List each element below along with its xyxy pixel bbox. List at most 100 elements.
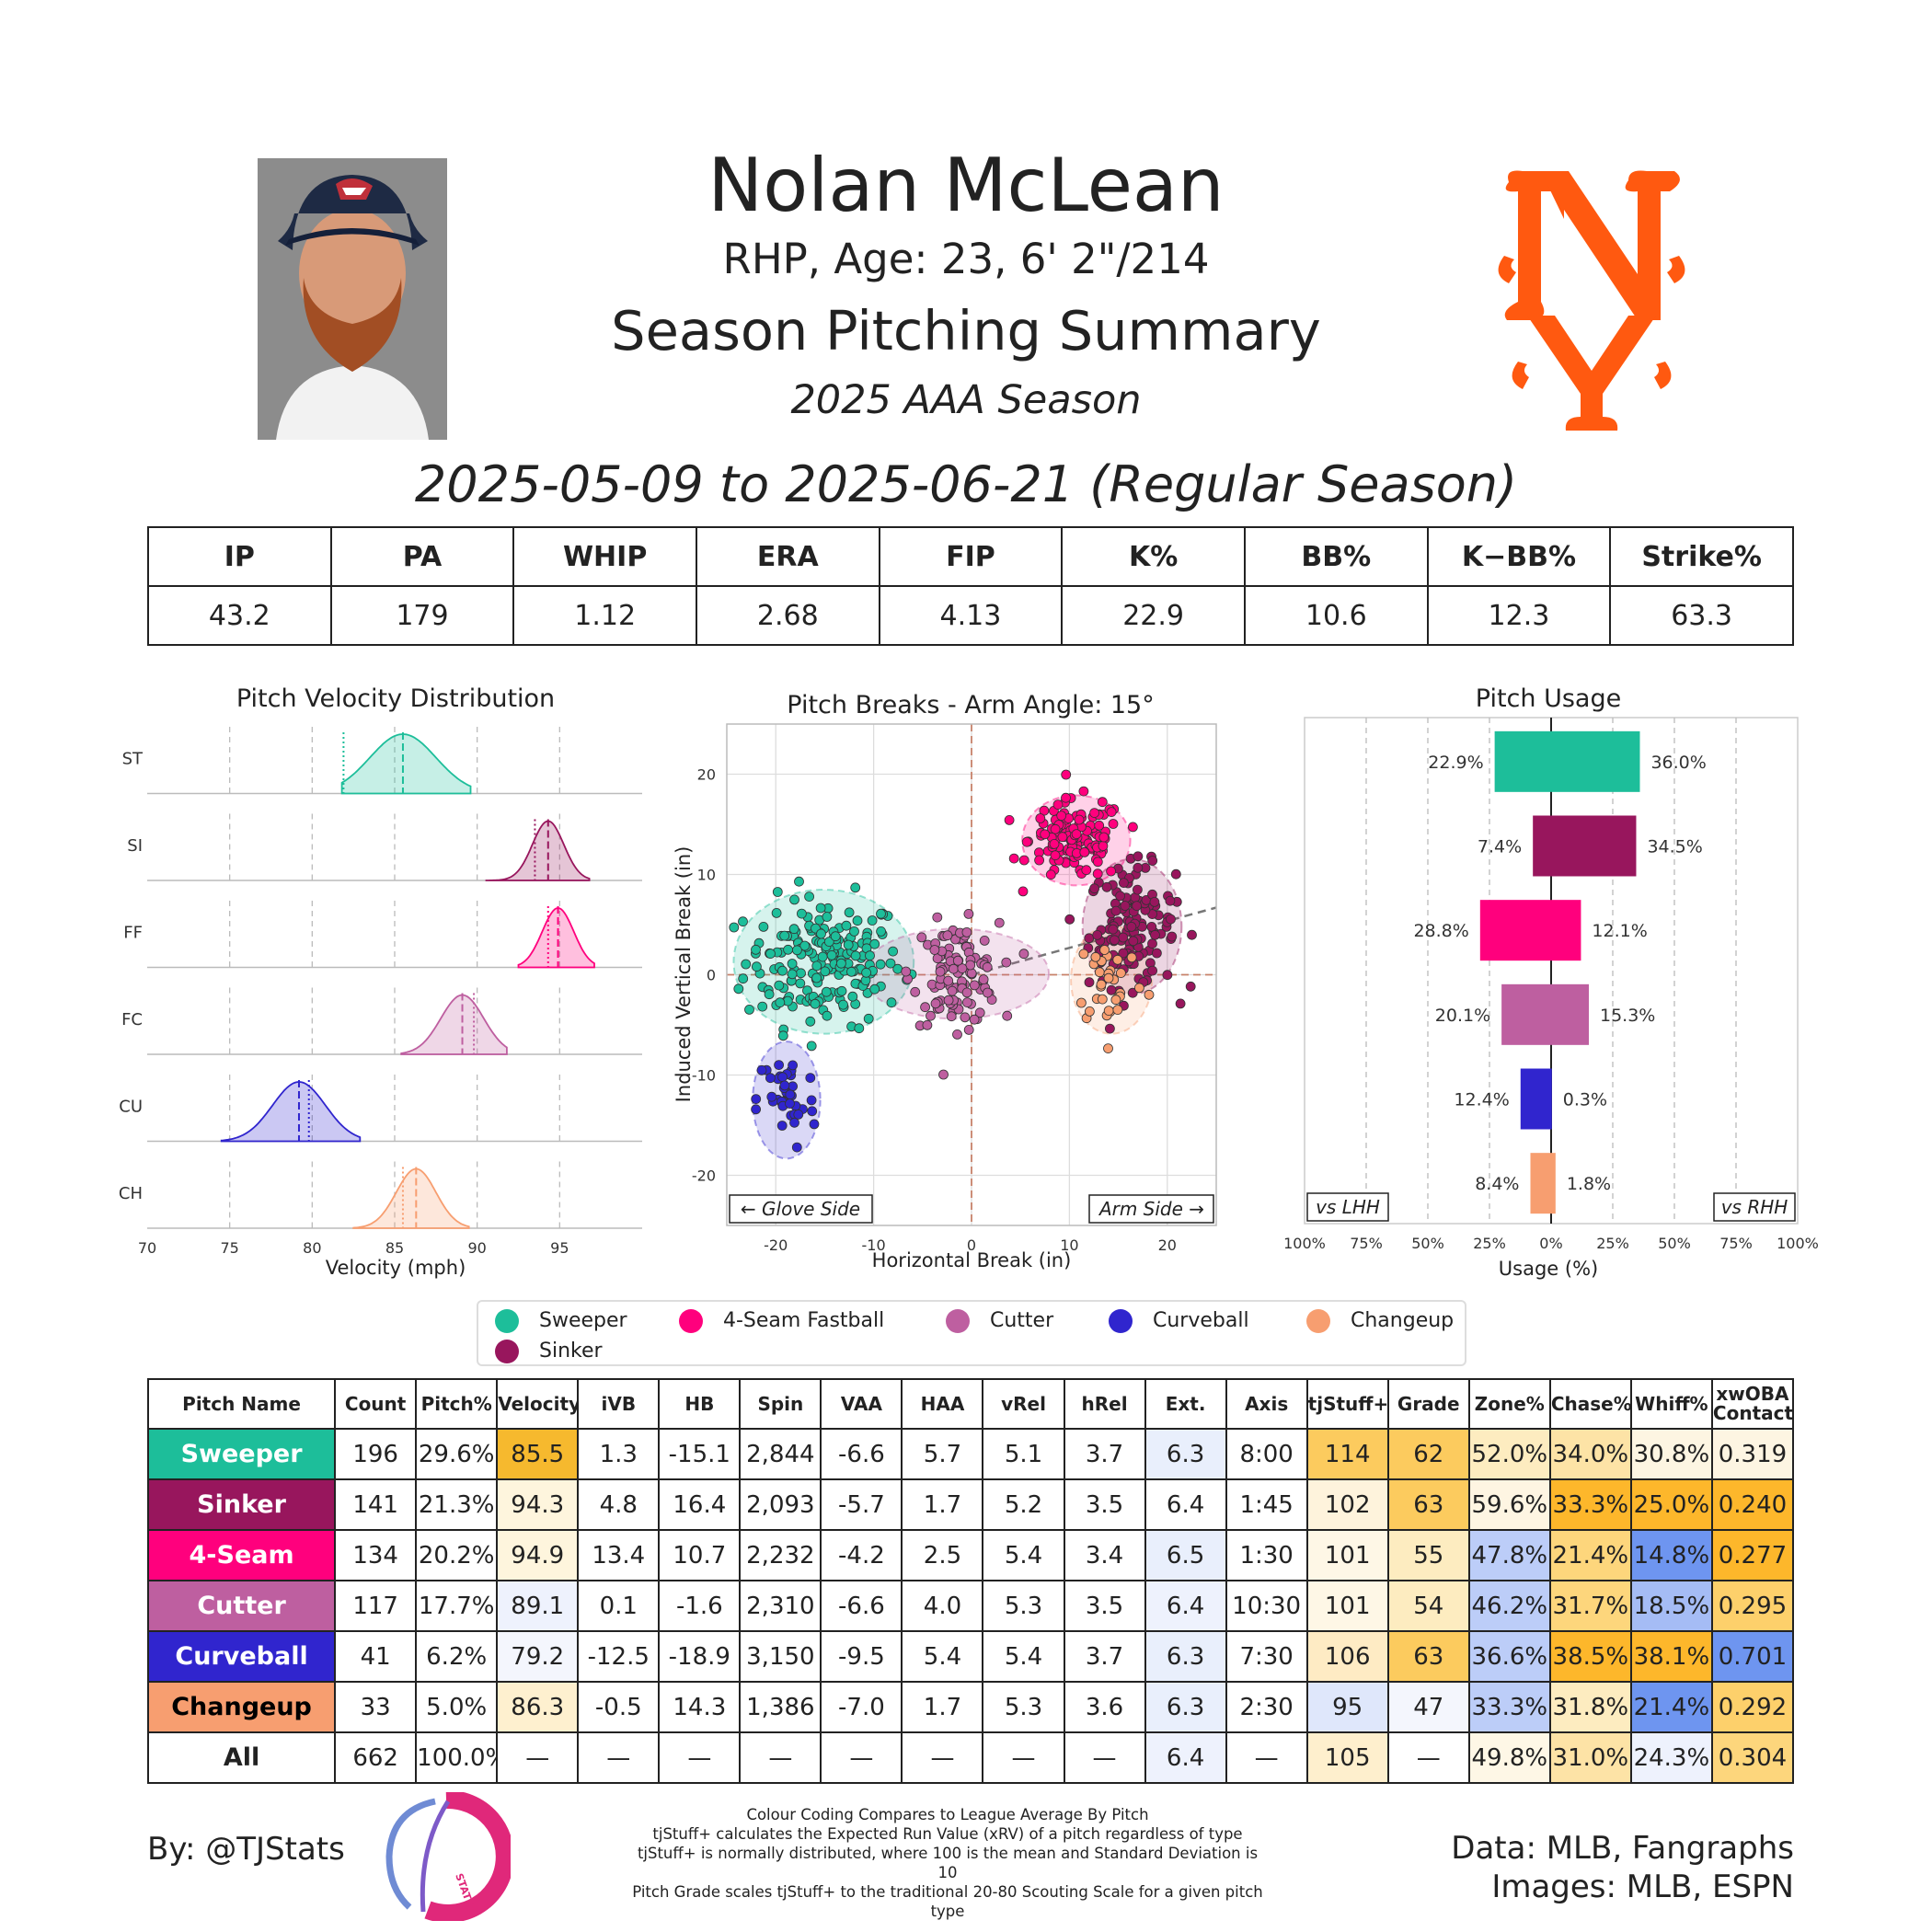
pitch-point-ff (1071, 829, 1082, 840)
arm-side-box (1088, 1194, 1214, 1224)
table-cell: 102 (1305, 1478, 1389, 1531)
table-cell: 33.3% (1548, 1478, 1632, 1531)
table-cell: -15.1 (658, 1428, 742, 1480)
pitch-point-fc (952, 1029, 962, 1040)
pitch-point-ff (1034, 855, 1045, 866)
pitch-point-ff (1018, 855, 1029, 866)
pitch-point-st (775, 997, 786, 1008)
table-header: tjStuff+ (1305, 1378, 1389, 1430)
pitch-point-st (777, 1030, 788, 1041)
pitch-point-ff (1049, 838, 1060, 849)
pitch-point-st (811, 960, 822, 972)
pitch-point-cu (809, 1119, 820, 1130)
table-cell: 30.8% (1629, 1428, 1713, 1480)
velocity-row-label: FC (121, 1010, 143, 1029)
table-header: Pitch% (415, 1378, 499, 1430)
table-cell: -7.0 (820, 1681, 903, 1733)
pitch-point-fc (974, 1007, 985, 1018)
velocity-row-label: CU (119, 1098, 143, 1117)
glove-side-box (729, 1194, 873, 1224)
pitch-point-cu (774, 1060, 785, 1071)
table-cell: 46.2% (1467, 1580, 1551, 1632)
pitch-point-si (1064, 914, 1075, 925)
pitch-point-st (783, 944, 794, 955)
stat-value: 22.9 (1061, 585, 1246, 646)
table-cell: 134 (334, 1529, 418, 1581)
table-cell: 1:45 (1225, 1478, 1308, 1531)
legend-item-st: Sweeper (495, 1309, 627, 1333)
pitch-point-fc (947, 985, 958, 996)
pitch-name-cell: Sinker (146, 1478, 337, 1531)
table-cell: 6.5 (1144, 1529, 1227, 1581)
pitch-point-si (1146, 921, 1157, 932)
pitch-point-fc (920, 1002, 931, 1013)
usage-x-tick: 25% (1473, 1235, 1506, 1252)
stat-header: WHIP (512, 526, 697, 587)
table-header: vRel (982, 1378, 1065, 1430)
usage-bar-st (1494, 730, 1640, 792)
usage-lhh-label: 7.4% (1478, 837, 1522, 857)
legend-item-ch: Changeup (1306, 1309, 1454, 1333)
pitch-point-si (1089, 883, 1100, 894)
pitch-point-st (844, 907, 855, 918)
pitch-point-st (846, 966, 857, 977)
pitch-point-si (1132, 901, 1142, 912)
pitch-point-fc (942, 930, 953, 941)
table-cell: 0.319 (1710, 1428, 1795, 1480)
table-header: Whiff% (1629, 1378, 1713, 1430)
table-cell: — (739, 1731, 822, 1784)
table-cell: 0.304 (1710, 1731, 1795, 1784)
velocity-density-ff (517, 907, 595, 969)
pitch-point-st (795, 978, 806, 989)
pitch-point-st (863, 1013, 874, 1024)
pitch-point-ch (1103, 1043, 1113, 1054)
velocity-row-label: FF (123, 924, 143, 943)
velocity-x-tick: 80 (303, 1239, 321, 1257)
table-cell: 33 (334, 1681, 418, 1733)
pitch-point-st (738, 916, 748, 927)
breaks-frame (726, 723, 1217, 1226)
pitch-point-si (1084, 933, 1095, 944)
table-cell: 6.4 (1144, 1731, 1227, 1784)
usage-x-tick: 75% (1719, 1235, 1753, 1252)
pitch-point-fc (922, 1019, 933, 1030)
table-cell: 29.6% (415, 1428, 499, 1480)
stat-value: 1.12 (512, 585, 697, 646)
pitch-point-st (774, 980, 785, 991)
pitch-point-st (787, 969, 798, 980)
table-header: iVB (577, 1378, 661, 1430)
table-cell: — (658, 1731, 742, 1784)
pitch-point-ff (1108, 819, 1119, 829)
stat-value: 4.13 (878, 585, 1064, 646)
pitch-name-cell: Curveball (146, 1630, 337, 1683)
pitch-point-cu (777, 1072, 788, 1083)
table-cell: 3.7 (1063, 1428, 1146, 1480)
table-cell: 6.2% (415, 1630, 499, 1683)
velocity-density-ch (352, 1167, 470, 1229)
pitch-point-si (1170, 868, 1181, 880)
pitch-point-st (875, 959, 886, 970)
table-row-all: All662100.0%————————6.4—105—49.8%31.0%24… (146, 1731, 1795, 1784)
table-header: Chase% (1548, 1378, 1632, 1430)
pitch-point-fc (938, 1069, 949, 1080)
breaks-x-tick: 0 (967, 1236, 976, 1254)
table-cell: 52.0% (1467, 1428, 1551, 1480)
pitch-point-ff (1079, 846, 1090, 857)
pitch-point-ff (1018, 886, 1029, 897)
table-cell: 105 (1305, 1731, 1389, 1784)
pitch-name-cell: Sweeper (146, 1428, 337, 1480)
table-cell: -4.2 (820, 1529, 903, 1581)
data-source-credit: Data: MLB, Fangraphs (1451, 1830, 1794, 1867)
table-cell: -1.6 (658, 1580, 742, 1632)
pitch-point-si (1133, 851, 1144, 862)
stat-header: BB% (1243, 526, 1429, 587)
legend-label: Curveball (1153, 1309, 1249, 1332)
pitch-point-si (1128, 936, 1139, 947)
pitch-point-st (885, 958, 896, 969)
usage-bar-cu (1520, 1068, 1552, 1130)
table-cell: — (1063, 1731, 1146, 1784)
table-cell: 59.6% (1467, 1478, 1551, 1531)
methodology-notes: Colour Coding Compares to League Average… (626, 1805, 1270, 1921)
pitch-point-st (794, 876, 804, 887)
table-cell: -6.6 (820, 1428, 903, 1480)
